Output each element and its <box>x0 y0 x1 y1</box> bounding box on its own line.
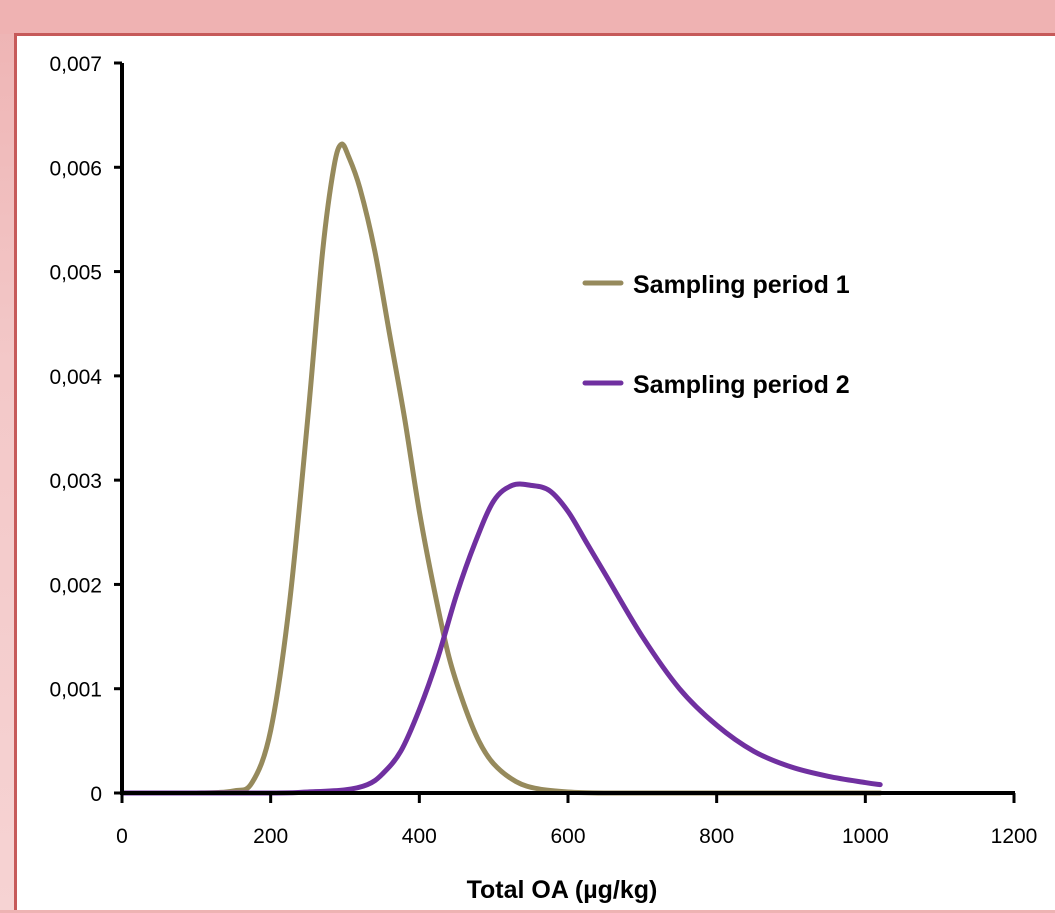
x-tick-label: 800 <box>699 825 734 848</box>
y-tick-label: 0,002 <box>49 574 102 597</box>
x-tick-label: 0 <box>116 825 128 848</box>
legend-label-1: Sampling period 1 <box>633 271 850 299</box>
y-tick-label: 0,006 <box>49 157 102 180</box>
x-tick-label: 600 <box>550 825 585 848</box>
header-band <box>0 0 1055 34</box>
y-tick-label: 0,001 <box>49 679 102 702</box>
series-layer <box>119 141 883 796</box>
legend: Sampling period 1 Sampling period 2 <box>582 271 850 399</box>
series-line-2 <box>119 481 883 796</box>
x-tick-label: 1000 <box>842 825 889 848</box>
axes-layer: 0 200 400 600 800 1000 1200 0 0,001 0,002 0,003 0,0… <box>49 53 1037 904</box>
y-tick-label: 0,003 <box>49 470 102 493</box>
x-tick-label: 1200 <box>991 825 1038 848</box>
y-tick-label: 0 <box>90 783 102 806</box>
series-line-1 <box>119 141 883 796</box>
y-tick-label: 0,004 <box>49 366 102 389</box>
x-axis-title: Total OA (µg/kg) <box>467 876 658 904</box>
x-tick-label: 200 <box>253 825 288 848</box>
line-chart: 0 200 400 600 800 1000 1200 0 0,001 0,002 0,003 0,0… <box>49 53 1037 904</box>
y-tick-label: 0,007 <box>49 53 102 76</box>
legend-label-2: Sampling period 2 <box>633 371 850 399</box>
x-tick-label: 400 <box>402 825 437 848</box>
y-tick-label: 0,005 <box>49 262 102 285</box>
chart-panel: 0 200 400 600 800 1000 1200 0 0,001 0,002 0,003 0,0… <box>14 33 1055 910</box>
